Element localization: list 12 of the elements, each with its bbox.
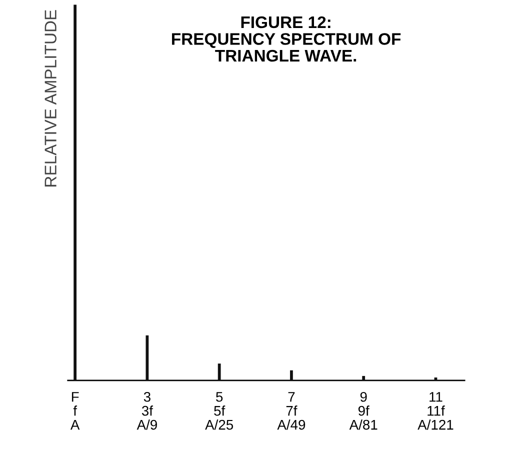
bar bbox=[290, 370, 293, 380]
text: FIGURE 12: FREQUENCY SPECTRUM OF TRIANGLE WAVE. bbox=[172, 16, 401, 62]
x-tick-label: 5 5f A/25 bbox=[205, 392, 234, 430]
x-tick-label: F f A bbox=[70, 392, 80, 430]
x-tick-label: 9 9f A/81 bbox=[349, 392, 378, 430]
y-axis-title: RELATIVE AMPLITUDE bbox=[44, 10, 56, 186]
x-tick-label: 3 3f A/9 bbox=[136, 392, 157, 430]
x-tick-label: 11 11f A/121 bbox=[418, 392, 454, 430]
bar bbox=[362, 376, 366, 380]
bar bbox=[74, 4, 77, 380]
x-tick-label: 7 7f A/49 bbox=[277, 392, 306, 430]
bar bbox=[218, 364, 221, 380]
